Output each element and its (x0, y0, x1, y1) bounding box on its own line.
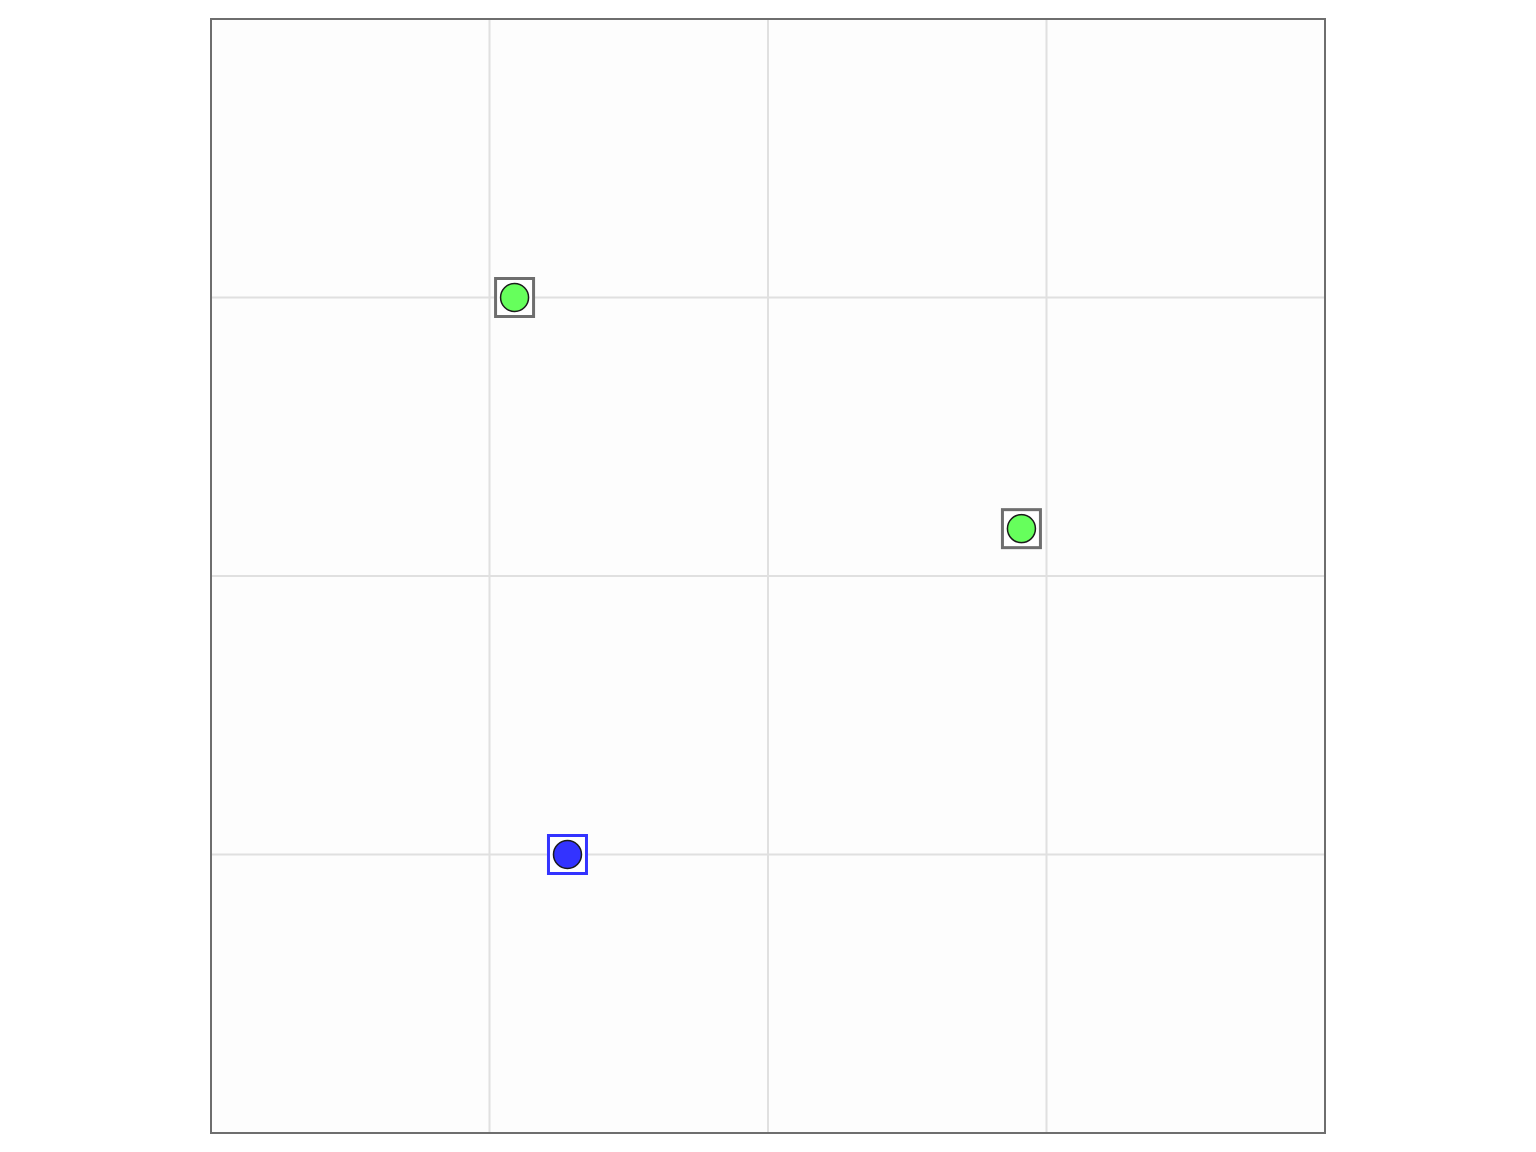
board-border (210, 18, 1326, 1134)
marker-dot (552, 839, 583, 870)
grid-lines (211, 19, 1325, 1133)
marker-dot (1006, 513, 1037, 544)
markers (494, 277, 1042, 875)
marker-green-2[interactable] (1000, 508, 1042, 550)
marker-blue-1[interactable] (546, 834, 588, 875)
game-board (210, 18, 1326, 1134)
marker-green-1[interactable] (494, 277, 536, 318)
marker-dot (499, 282, 530, 313)
